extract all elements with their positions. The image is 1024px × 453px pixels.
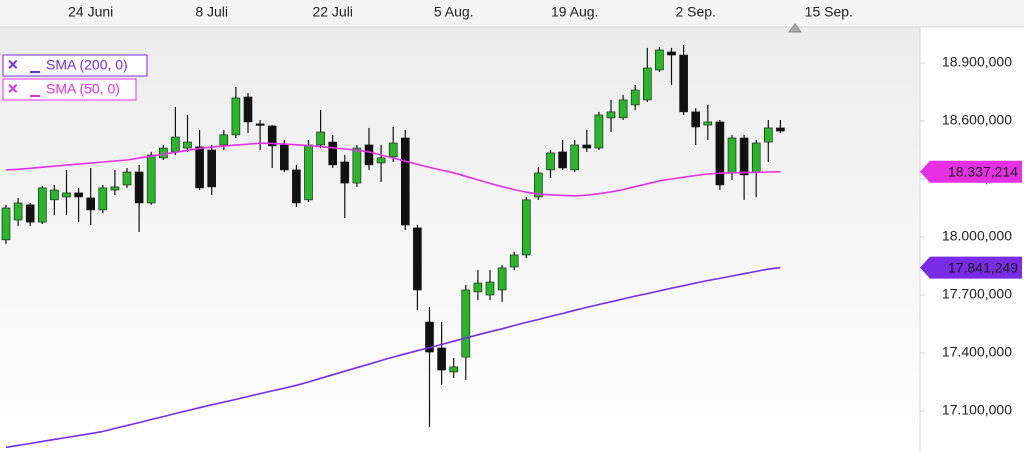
candle-body — [558, 151, 567, 169]
legend-box — [2, 78, 137, 101]
line-icon — [30, 95, 40, 97]
candle-body — [509, 254, 519, 268]
candle-body — [473, 282, 483, 293]
x-tick-label: 19 Aug. — [551, 4, 599, 20]
candle-body — [376, 157, 386, 164]
value-tag-label: 18.337,214 — [948, 163, 1018, 179]
remove-icon[interactable]: ✕ — [7, 57, 19, 73]
x-tick-label: 2 Sep. — [675, 4, 715, 20]
candle-body — [37, 187, 47, 223]
candle-body — [582, 144, 592, 149]
marker-icon[interactable] — [788, 23, 802, 33]
candle-body — [485, 281, 495, 296]
legend-item[interactable]: ✕ SMA (200, 0) — [2, 54, 148, 77]
candle-body — [413, 227, 422, 291]
candle-body — [739, 137, 749, 176]
candle-body — [304, 144, 313, 201]
candle-body — [388, 142, 398, 158]
candle-body — [134, 171, 144, 204]
line-icon — [30, 71, 40, 73]
candle-body — [679, 54, 688, 113]
candle-body — [195, 146, 204, 189]
legend-label: SMA (200, 0) — [46, 57, 128, 73]
candle-body — [655, 49, 664, 71]
candle-body — [171, 136, 180, 153]
candle-body — [642, 67, 652, 101]
candle-body — [364, 144, 374, 166]
candle-body — [352, 147, 362, 184]
candle-body — [292, 169, 301, 204]
value-tag — [920, 160, 1022, 183]
plot-area — [0, 27, 920, 453]
candle-body — [183, 141, 192, 149]
y-tick-label: 17.400,000 — [942, 344, 1012, 360]
candle-body — [691, 111, 701, 128]
sma-line — [5, 266, 781, 449]
candle-body — [425, 321, 434, 353]
candle-body — [594, 114, 604, 149]
candle-body — [219, 134, 229, 146]
plot — [1, 44, 785, 449]
candle-body — [400, 137, 410, 226]
candle-body — [146, 154, 156, 204]
candle-body — [727, 137, 737, 174]
candle-body — [316, 131, 325, 146]
candle-body — [13, 202, 23, 221]
candle-body — [751, 142, 761, 173]
candle-body — [255, 123, 265, 126]
candle-body — [606, 111, 616, 119]
x-tick-label: 8 Juli — [195, 4, 228, 20]
x-tick-label: 5 Aug. — [434, 4, 474, 20]
candle-body — [449, 366, 459, 373]
candle-body — [630, 89, 640, 106]
candle-body — [110, 186, 120, 191]
candle-body — [437, 347, 446, 371]
candle-body — [703, 121, 713, 126]
candle-body — [763, 127, 773, 143]
legend-item[interactable]: ✕ SMA (50, 0) — [2, 78, 137, 101]
x-tick-label: 22 Juli — [312, 4, 352, 20]
remove-icon[interactable]: ✕ — [7, 81, 19, 97]
sma-line — [5, 142, 781, 197]
y-tick-label: 17.700,000 — [942, 286, 1012, 302]
candle-body — [267, 125, 277, 147]
legend: ✕ SMA (200, 0) ✕ SMA (50, 0) — [2, 54, 148, 101]
candle-body — [618, 99, 628, 119]
candle-body — [243, 96, 253, 123]
candle-body — [534, 172, 543, 198]
candle-body — [62, 192, 71, 198]
candle-body — [279, 144, 289, 171]
candle-body — [25, 204, 35, 223]
candle-body — [207, 149, 216, 188]
legend-label: SMA (50, 0) — [46, 81, 120, 97]
y-tick-label: 18.900,000 — [942, 54, 1012, 70]
date-strip — [0, 0, 1024, 27]
candle-body — [715, 121, 725, 186]
candle-body — [570, 144, 580, 171]
candle-body — [521, 199, 531, 256]
candle-body — [86, 197, 95, 211]
value-tag-label: 17.841,249 — [948, 259, 1018, 275]
candle-body — [667, 51, 676, 56]
candle-body — [461, 289, 471, 358]
candle-body — [122, 171, 132, 186]
candle-body — [776, 127, 785, 132]
y-tick-label: 18.600,000 — [942, 112, 1012, 128]
candle-body — [497, 267, 507, 291]
candle-body — [231, 97, 241, 136]
candle-body — [546, 152, 555, 171]
y-tick-label: 17.100,000 — [942, 402, 1012, 418]
candle-body — [340, 161, 350, 184]
y-tick-label: 18.000,000 — [942, 228, 1012, 244]
candle-body — [74, 192, 83, 198]
candle-body — [50, 189, 59, 201]
value-tag — [920, 256, 1022, 279]
legend-box — [2, 54, 148, 77]
x-tick-label: 15 Sep. — [805, 4, 853, 20]
candle-body — [1, 207, 11, 241]
x-tick-label: 24 Juni — [68, 4, 113, 20]
candle-body — [98, 187, 108, 211]
candle-body — [328, 141, 338, 166]
